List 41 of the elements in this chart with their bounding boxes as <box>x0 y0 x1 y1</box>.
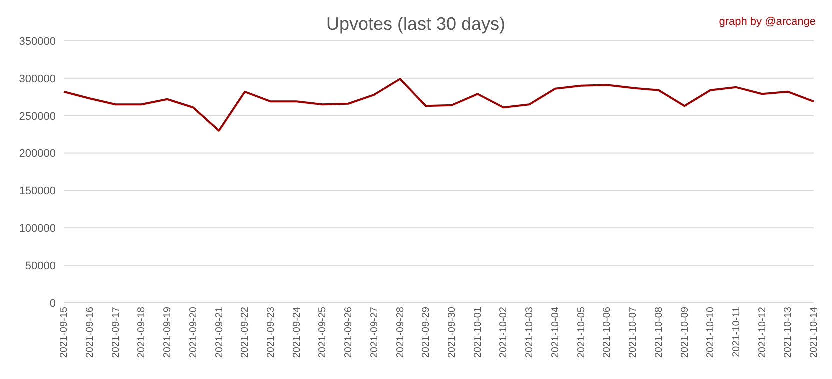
y-tick-label: 0 <box>50 298 56 310</box>
x-tick-label: 2021-09-27 <box>369 306 380 358</box>
x-tick-label: 2021-09-29 <box>421 306 432 358</box>
y-tick-label: 150000 <box>19 186 56 198</box>
x-tick-label: 2021-09-30 <box>447 306 458 358</box>
x-tick-label: 2021-09-28 <box>395 306 406 358</box>
x-tick-label: 2021-09-26 <box>344 306 355 358</box>
chart-title: Upvotes (last 30 days) <box>326 14 506 34</box>
x-tick-label: 2021-10-01 <box>472 306 484 358</box>
x-tick-label: 2021-09-18 <box>136 306 148 358</box>
x-tick-label: 2021-10-05 <box>576 306 588 358</box>
x-tick-label: 2021-09-23 <box>266 306 277 358</box>
y-tick-label: 50000 <box>25 260 56 272</box>
x-tick-label: 2021-09-15 <box>59 306 70 358</box>
x-tick-label: 2021-09-21 <box>214 306 226 358</box>
x-tick-label: 2021-10-07 <box>628 306 640 358</box>
x-tick-label: 2021-10-12 <box>757 306 768 358</box>
x-tick-label: 2021-10-03 <box>524 306 536 358</box>
y-tick-label: 250000 <box>19 110 56 123</box>
x-tick-label: 2021-09-16 <box>84 306 96 358</box>
x-tick-label: 2021-10-11 <box>732 306 743 358</box>
x-tick-label: 2021-09-20 <box>188 306 200 358</box>
x-tick-label: 2021-10-02 <box>498 306 510 358</box>
x-tick-label: 2021-10-08 <box>654 306 665 358</box>
x-tick-label: 2021-10-13 <box>783 306 794 358</box>
x-tick-label: 2021-10-14 <box>809 306 820 358</box>
y-tick-label: 100000 <box>19 223 56 236</box>
text: graph by @arcange <box>719 16 816 28</box>
x-tick-label: 2021-09-24 <box>292 306 303 358</box>
y-tick-label: 300000 <box>19 73 56 86</box>
x-tick-label: 2021-10-09 <box>680 306 691 358</box>
x-tick-label: 2021-10-10 <box>706 306 717 358</box>
x-tick-label: 2021-09-17 <box>110 306 122 358</box>
x-tick-label: 2021-10-06 <box>602 306 614 358</box>
y-tick-label: 350000 <box>19 36 56 48</box>
x-tick-label: 2021-10-04 <box>550 306 562 358</box>
line-series <box>63 78 815 132</box>
x-tick-label: 2021-09-22 <box>240 306 252 358</box>
x-tick-label: 2021-09-19 <box>162 306 174 358</box>
x-tick-label: 2021-09-25 <box>318 306 329 358</box>
y-tick-label: 200000 <box>19 148 56 160</box>
